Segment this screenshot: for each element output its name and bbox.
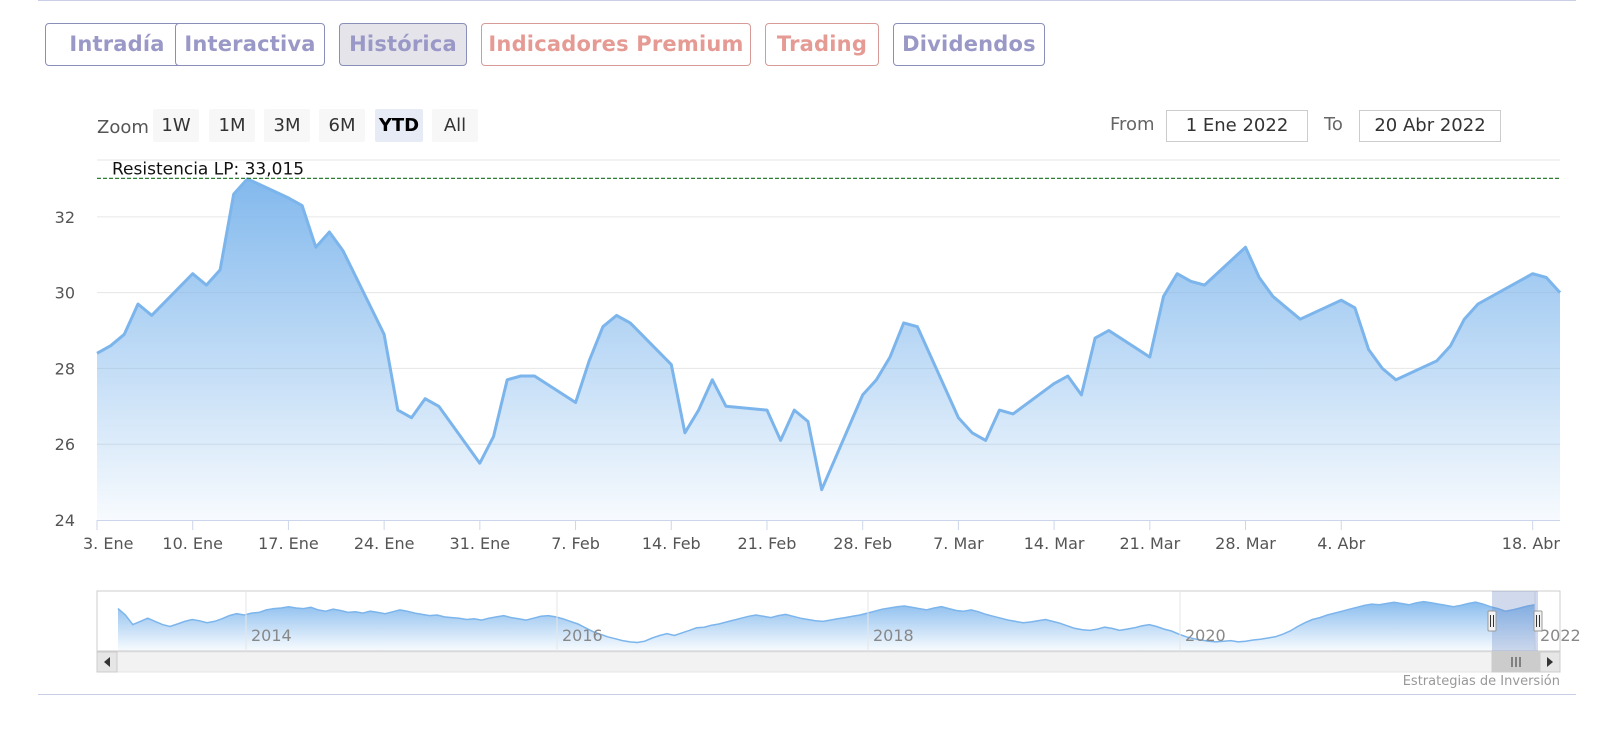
x-tick-label: 4. Abr xyxy=(1317,534,1365,553)
navigator-selected-range xyxy=(1492,591,1538,651)
tab-dividendos[interactable]: Dividendos xyxy=(893,23,1045,66)
bottom-divider xyxy=(38,694,1576,695)
x-tick-label: 10. Ene xyxy=(162,534,223,553)
series-area xyxy=(96,177,1562,520)
navigator-year-label: 2014 xyxy=(251,626,292,645)
resistance-label: Resistencia LP: 33,015 xyxy=(112,159,304,179)
y-axis-labels: 24 26 28 30 32 xyxy=(55,208,75,530)
x-tick-label: 21. Mar xyxy=(1119,534,1180,553)
navigator-year-label: 2018 xyxy=(873,626,914,645)
x-axis: 3. Ene 10. Ene 17. Ene 24. Ene 31. Ene 7. Feb… xyxy=(83,520,1560,553)
to-label: To xyxy=(1324,114,1343,135)
navigator[interactable]: 2014 2016 2018 2020 2022 xyxy=(96,590,1581,652)
zoom-1w-button[interactable]: 1W xyxy=(153,109,199,142)
navigator-year-label: 2020 xyxy=(1185,626,1226,645)
scrollbar[interactable] xyxy=(96,651,1561,673)
y-tick-label: 28 xyxy=(55,359,75,378)
tab-interactiva[interactable]: Interactiva xyxy=(175,23,325,66)
resistance-line: Resistencia LP: 33,015 xyxy=(97,159,1560,179)
navigator-handle-right[interactable] xyxy=(1533,610,1543,632)
x-tick-label: 28. Mar xyxy=(1215,534,1276,553)
zoom-3m-button[interactable]: 3M xyxy=(264,109,310,142)
series-line xyxy=(96,177,1562,492)
navigator-line xyxy=(117,600,1536,644)
x-tick-label: 7. Feb xyxy=(551,534,600,553)
from-label: From xyxy=(1110,114,1155,135)
tab-historica[interactable]: Histórica xyxy=(339,23,467,66)
x-tick-label: 28. Feb xyxy=(833,534,892,553)
arrow-right-icon xyxy=(1547,657,1553,667)
y-tick-label: 24 xyxy=(55,511,75,530)
zoom-all-button[interactable]: All xyxy=(432,109,478,142)
x-tick-label: 17. Ene xyxy=(258,534,319,553)
x-tick-label: 24. Ene xyxy=(354,534,415,553)
zoom-1m-button[interactable]: 1M xyxy=(209,109,255,142)
x-tick-label: 31. Ene xyxy=(450,534,511,553)
y-tick-label: 30 xyxy=(55,284,75,303)
navigator-year-label: 2016 xyxy=(562,626,603,645)
x-tick-label: 21. Feb xyxy=(738,534,797,553)
navigator-handle-left[interactable] xyxy=(1487,610,1497,632)
from-date-input[interactable]: 1 Ene 2022 xyxy=(1166,110,1308,142)
top-divider xyxy=(38,0,1576,1)
arrow-left-icon xyxy=(104,657,110,667)
navigator-area xyxy=(118,601,1535,651)
x-tick-label: 18. Abr xyxy=(1502,534,1561,553)
x-tick-label: 3. Ene xyxy=(83,534,133,553)
tab-intradia[interactable]: Intradía xyxy=(45,23,189,66)
y-tick-label: 32 xyxy=(55,208,75,227)
zoom-ytd-button[interactable]: YTD xyxy=(375,109,423,142)
scrollbar-track xyxy=(96,651,1561,673)
tab-trading[interactable]: Trading xyxy=(765,23,879,66)
zoom-label: Zoom xyxy=(97,117,149,138)
to-date-input[interactable]: 20 Abr 2022 xyxy=(1359,110,1501,142)
credits-text: Estrategias de Inversión xyxy=(1402,674,1560,689)
x-tick-label: 7. Mar xyxy=(933,534,984,553)
navigator-year-label: 2022 xyxy=(1540,626,1581,645)
series-area-fill xyxy=(97,178,1560,520)
x-tick-label: 14. Mar xyxy=(1024,534,1085,553)
zoom-6m-button[interactable]: 6M xyxy=(319,109,365,142)
tab-indicadores-premium[interactable]: Indicadores Premium xyxy=(481,23,751,66)
y-tick-label: 26 xyxy=(55,435,75,454)
x-tick-label: 14. Feb xyxy=(642,534,701,553)
